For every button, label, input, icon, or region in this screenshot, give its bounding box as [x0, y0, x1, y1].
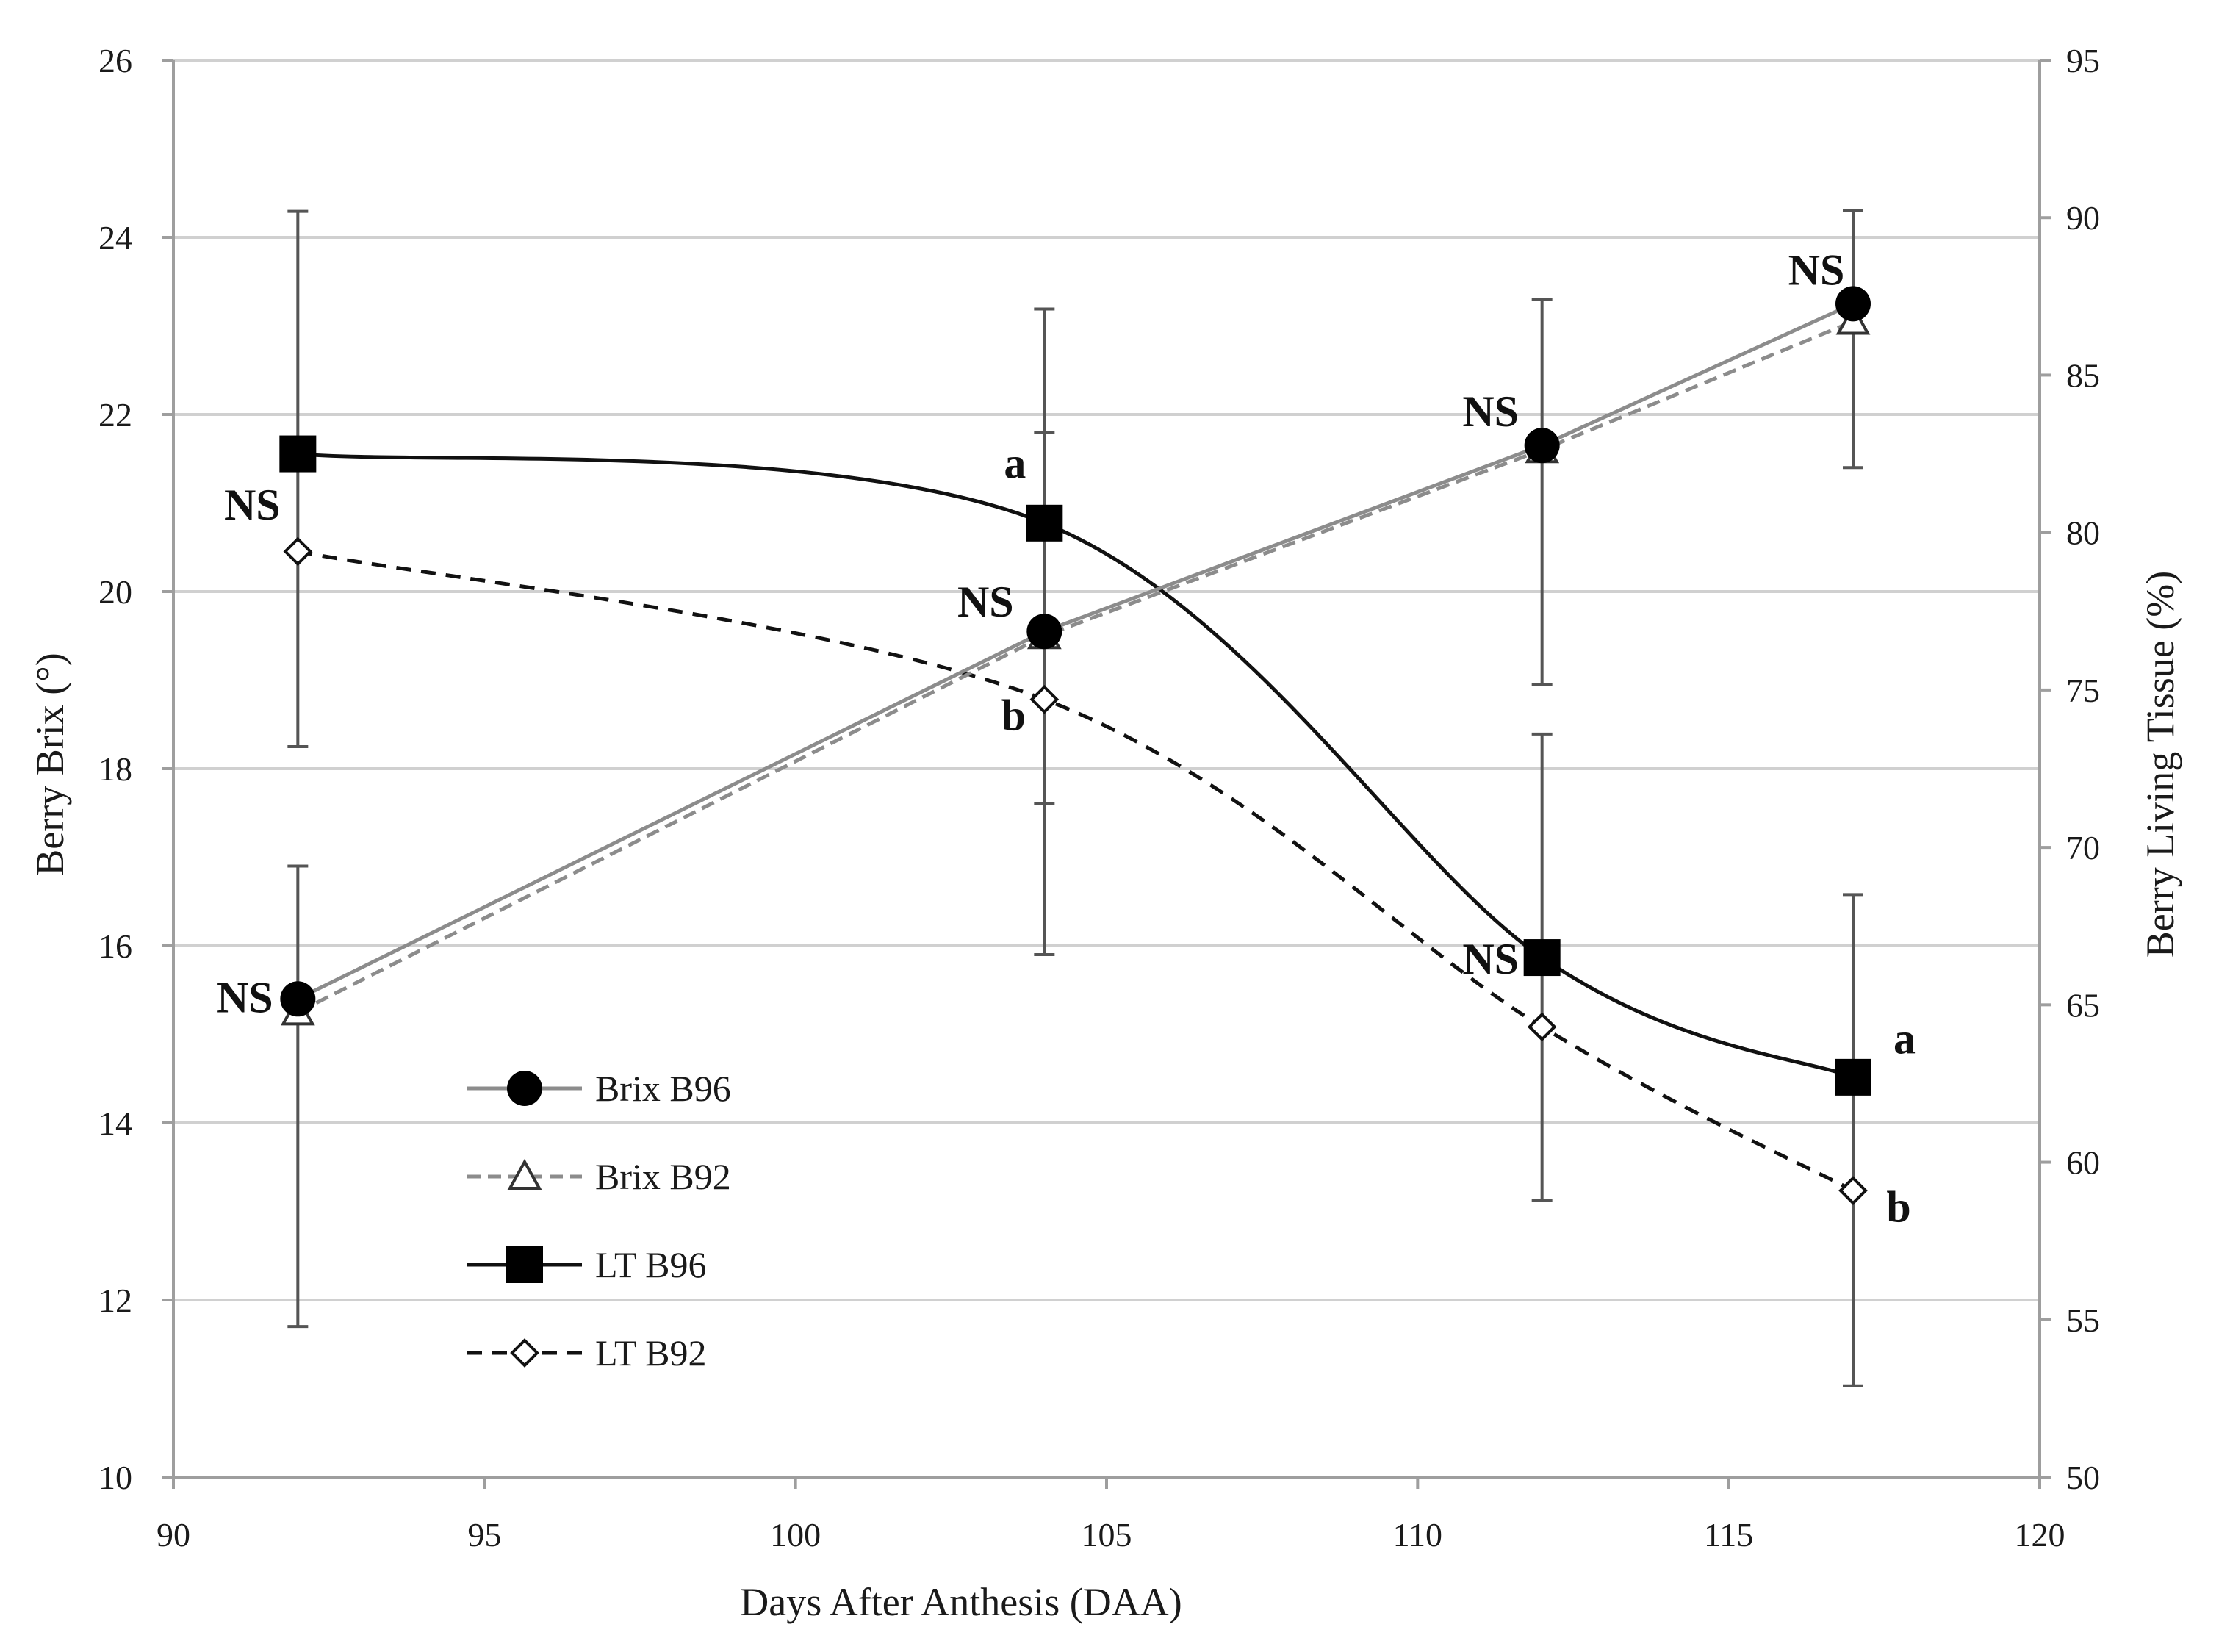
x-axis-title: Days After Anthesis (DAA) [740, 1580, 1182, 1624]
marker-brix-b96 [1026, 614, 1062, 650]
y-tick-label: 12 [98, 1282, 132, 1319]
axes: 10 12 14 16 18 20 22 24 26 50 55 60 65 70 75 80 85 90 95 90… [98, 42, 2100, 1554]
annotation-label: a [1004, 439, 1026, 488]
marker-lt-b96 [279, 435, 317, 473]
y-tick-label: 26 [98, 42, 132, 79]
y2-tick-label: 80 [2066, 514, 2100, 552]
legend-marker-lt-b96 [506, 1246, 543, 1283]
series-lines [297, 302, 1855, 1193]
annotation-label: b [1886, 1182, 1910, 1231]
annotation-label: NS [1462, 935, 1519, 983]
marker-lt-b96 [1026, 504, 1063, 542]
gridlines [173, 59, 2040, 1479]
annotation-label: NS [957, 578, 1014, 626]
y2-tick-label: 85 [2066, 356, 2100, 394]
x-tick-label: 115 [1704, 1516, 1753, 1554]
series-line-brix-b96 [297, 302, 1855, 1001]
error-bars [287, 209, 1863, 1387]
legend-marker-lt-b92 [510, 1338, 539, 1368]
legend-marker-brix-b92 [507, 1158, 542, 1190]
y2-tick-label: 50 [2066, 1459, 2100, 1496]
legend-label-brix-b96: Brix B96 [595, 1068, 731, 1109]
y2-tick-label: 55 [2066, 1301, 2100, 1339]
x-tick-label: 120 [2015, 1516, 2065, 1554]
y2-tick-label: 90 [2066, 199, 2100, 237]
marker-brix-b96 [1835, 286, 1871, 322]
marker-lt-b92 [1029, 684, 1060, 714]
series-line-lt-b92 [297, 549, 1855, 1193]
y-tick-label: 22 [98, 396, 132, 434]
y2-tick-label: 60 [2066, 1144, 2100, 1182]
legend-marker-brix-b96 [507, 1071, 542, 1106]
y2-tick-label: 75 [2066, 672, 2100, 709]
marker-brix-b96 [280, 981, 316, 1017]
y-tick-label: 14 [98, 1105, 132, 1142]
series-line-lt-b96 [298, 452, 1854, 1080]
annotation-label: NS [1462, 387, 1519, 436]
y-tick-label: 20 [98, 573, 132, 611]
significance-annotations: NS NS a NS b NS NS NS a b [217, 245, 1916, 1231]
y-tick-label: 24 [98, 219, 132, 256]
y-tick-label: 18 [98, 750, 132, 788]
y2-axis-title: Berry Living Tissue (%) [2138, 571, 2182, 958]
x-tick-label: 100 [770, 1516, 821, 1554]
marker-lt-b92 [283, 536, 313, 567]
annotation-label: NS [217, 973, 273, 1021]
marker-lt-b92 [1838, 1176, 1868, 1205]
legend-label-brix-b92: Brix B92 [595, 1156, 731, 1197]
y-tick-label: 16 [98, 927, 132, 965]
marker-lt-b96 [1835, 1058, 1871, 1096]
series-line-brix-b92 [297, 320, 1854, 1014]
series-markers [279, 286, 1871, 1205]
legend-label-lt-b96: LT B96 [595, 1244, 706, 1285]
marker-lt-b96 [1523, 939, 1561, 977]
annotation-label: a [1893, 1015, 1916, 1063]
y-tick-label: 10 [98, 1459, 132, 1496]
annotation-label: NS [224, 481, 281, 529]
y-axis-title: Berry Brix (°) [28, 653, 72, 876]
legend: Brix B96 Brix B92 LT B96 LT B92 [467, 1068, 731, 1373]
legend-label-lt-b92: LT B92 [595, 1332, 706, 1373]
x-tick-label: 95 [467, 1516, 501, 1554]
x-tick-label: 110 [1393, 1516, 1442, 1554]
x-tick-label: 90 [157, 1516, 190, 1554]
x-tick-label: 105 [1082, 1516, 1132, 1554]
annotation-label: b [1001, 692, 1026, 740]
marker-lt-b92 [1527, 1012, 1557, 1042]
y2-tick-label: 95 [2066, 42, 2100, 79]
marker-brix-b96 [1524, 428, 1560, 464]
annotation-label: NS [1788, 245, 1845, 294]
y2-tick-label: 65 [2066, 986, 2100, 1024]
y2-tick-label: 70 [2066, 829, 2100, 866]
